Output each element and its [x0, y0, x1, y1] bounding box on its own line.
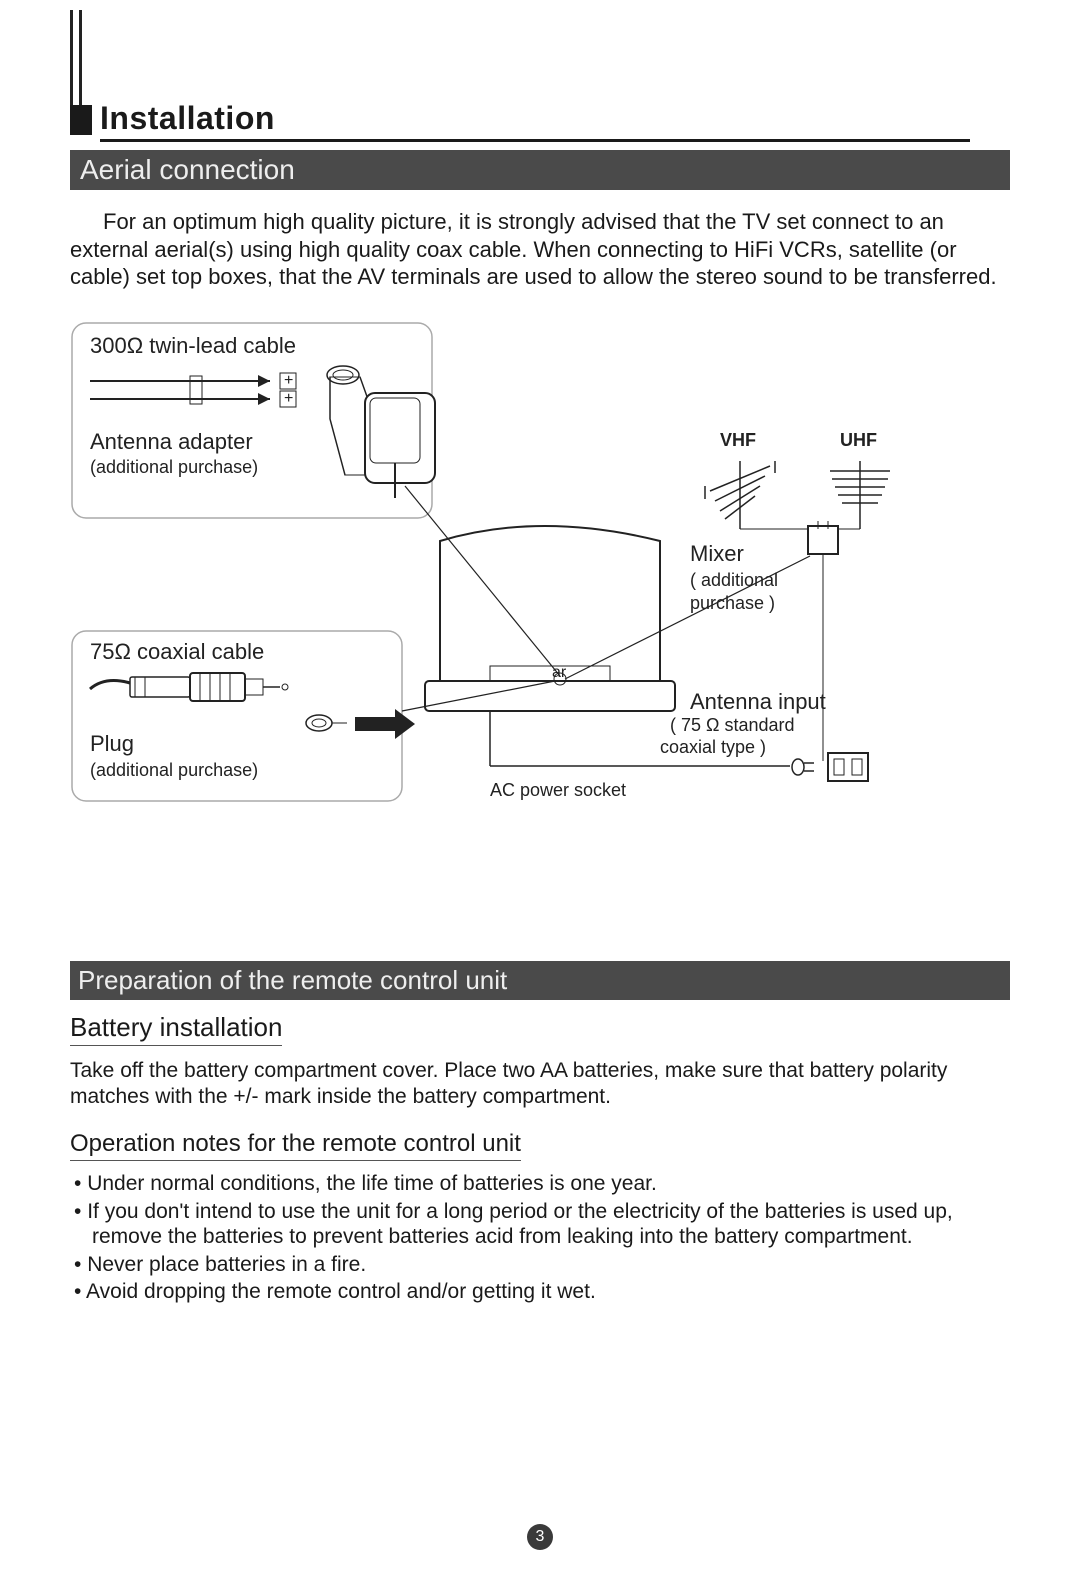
page-number: 3	[0, 1524, 1080, 1550]
svg-text:+: +	[284, 390, 293, 407]
label-plug: Plug	[90, 731, 134, 756]
mixer-icon	[808, 526, 838, 554]
aerial-intro-text: For an optimum high quality picture, it …	[70, 208, 1010, 291]
ac-plug-icon	[792, 759, 814, 775]
label-vhf: VHF	[720, 430, 756, 450]
label-adapter: Antenna adapter	[90, 429, 253, 454]
label-ant-std2: coaxial type )	[660, 737, 766, 757]
uhf-antenna-icon	[830, 461, 890, 529]
label-antenna-input: Antenna input	[690, 689, 826, 714]
svg-text:+: +	[284, 372, 293, 389]
operation-notes-list: Under normal conditions, the life time o…	[70, 1171, 1010, 1305]
svg-text:ar: ar	[552, 664, 567, 681]
aerial-connection-diagram: 300Ω twin-lead cable + + Antenna adapter…	[70, 321, 1010, 881]
list-item: If you don't intend to use the unit for …	[74, 1199, 1010, 1250]
label-ant-std1: ( 75 Ω standard	[670, 715, 795, 735]
decorative-block	[70, 105, 92, 135]
vhf-antenna-icon	[705, 461, 775, 529]
operation-notes-heading: Operation notes for the remote control u…	[70, 1130, 521, 1161]
section-aerial-heading: Aerial connection	[70, 150, 1010, 190]
page-title-row: Installation	[100, 100, 970, 142]
label-mixer: Mixer	[690, 541, 744, 566]
list-item: Under normal conditions, the life time o…	[74, 1171, 1010, 1197]
label-uhf: UHF	[840, 430, 877, 450]
tv-icon: ar	[425, 526, 675, 711]
label-mixer-note1: ( additional	[690, 570, 778, 590]
label-coax: 75Ω coaxial cable	[90, 639, 264, 664]
label-twin-lead: 300Ω twin-lead cable	[90, 333, 296, 358]
label-adapter-note: (additional purchase)	[90, 457, 258, 477]
list-item: Never place batteries in a fire.	[74, 1252, 1010, 1278]
page-title: Installation	[100, 100, 970, 137]
label-plug-note: (additional purchase)	[90, 760, 258, 780]
battery-installation-text: Take off the battery compartment cover. …	[70, 1058, 1010, 1111]
battery-installation-heading: Battery installation	[70, 1012, 282, 1046]
label-ac-socket: AC power socket	[490, 780, 626, 800]
label-mixer-note2: purchase )	[690, 593, 775, 613]
list-item: Avoid dropping the remote control and/or…	[74, 1279, 1010, 1305]
section-remote-heading: Preparation of the remote control unit	[70, 961, 1010, 1000]
